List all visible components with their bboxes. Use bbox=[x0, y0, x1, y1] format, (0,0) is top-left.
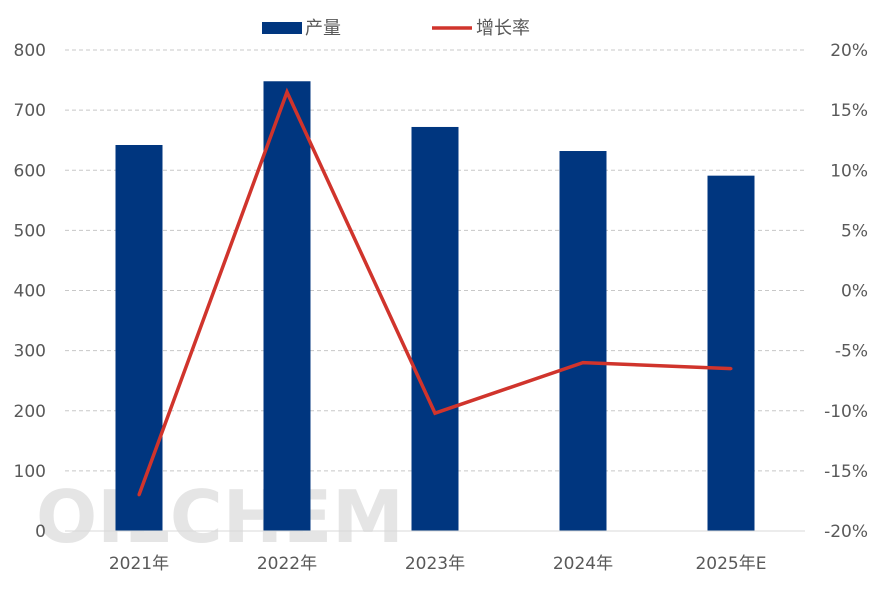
y-right-tick-label: 15% bbox=[830, 101, 868, 121]
y-left-tick-label: 800 bbox=[14, 41, 46, 61]
bar-2024年 bbox=[559, 151, 607, 531]
bar-2022年 bbox=[263, 81, 311, 531]
y-left-tick-label: 400 bbox=[14, 282, 46, 302]
y-left-tick-label: 700 bbox=[14, 101, 46, 121]
bar-2021年 bbox=[115, 144, 163, 531]
x-tick-label: 2024年 bbox=[553, 554, 613, 574]
legend-bar-swatch bbox=[262, 22, 302, 34]
legend-line-label: 增长率 bbox=[476, 18, 530, 39]
line-series bbox=[137, 87, 733, 497]
legend: 产量 增长率 bbox=[262, 18, 530, 39]
x-tick-label: 2023年 bbox=[405, 554, 465, 574]
growth-rate-point bbox=[137, 493, 141, 497]
bar-series bbox=[115, 81, 755, 532]
watermark-logo: OILCHEM bbox=[36, 475, 404, 559]
y-right-tick-label: 10% bbox=[830, 161, 868, 181]
legend-bar-label: 产量 bbox=[305, 18, 341, 39]
bar-2025年E bbox=[707, 175, 755, 531]
y-left-tick-label: 300 bbox=[14, 342, 46, 362]
y-left-tick-label: 100 bbox=[14, 462, 46, 482]
growth-rate-point bbox=[433, 411, 437, 415]
y-right-tick-label: 20% bbox=[830, 41, 868, 61]
x-tick-label: 2025年E bbox=[695, 554, 766, 574]
y-right-tick-label: 0% bbox=[841, 282, 868, 302]
y-left-tick-label: 500 bbox=[14, 221, 46, 241]
y-left-tick-label: 200 bbox=[14, 402, 46, 422]
x-tick-label: 2021年 bbox=[109, 554, 169, 574]
y-right-tick-label: -20% bbox=[824, 522, 868, 542]
y-right-tick-label: -5% bbox=[835, 342, 868, 362]
growth-rate-point bbox=[285, 90, 289, 94]
gridlines bbox=[65, 49, 805, 472]
y-right-tick-label: -15% bbox=[824, 462, 868, 482]
x-tick-label: 2022年 bbox=[257, 554, 317, 574]
y-left-tick-label: 0 bbox=[35, 522, 46, 542]
axes: 0 -20% 100 -15% 200 -10% 300 -5% 400 0% 500 5% 600 10… bbox=[14, 41, 868, 574]
growth-rate-point bbox=[581, 361, 585, 365]
y-right-tick-label: -10% bbox=[824, 402, 868, 422]
y-right-tick-label: 5% bbox=[841, 221, 868, 241]
y-left-tick-label: 600 bbox=[14, 161, 46, 181]
growth-rate-point bbox=[729, 367, 733, 371]
bar-2023年 bbox=[411, 126, 459, 532]
